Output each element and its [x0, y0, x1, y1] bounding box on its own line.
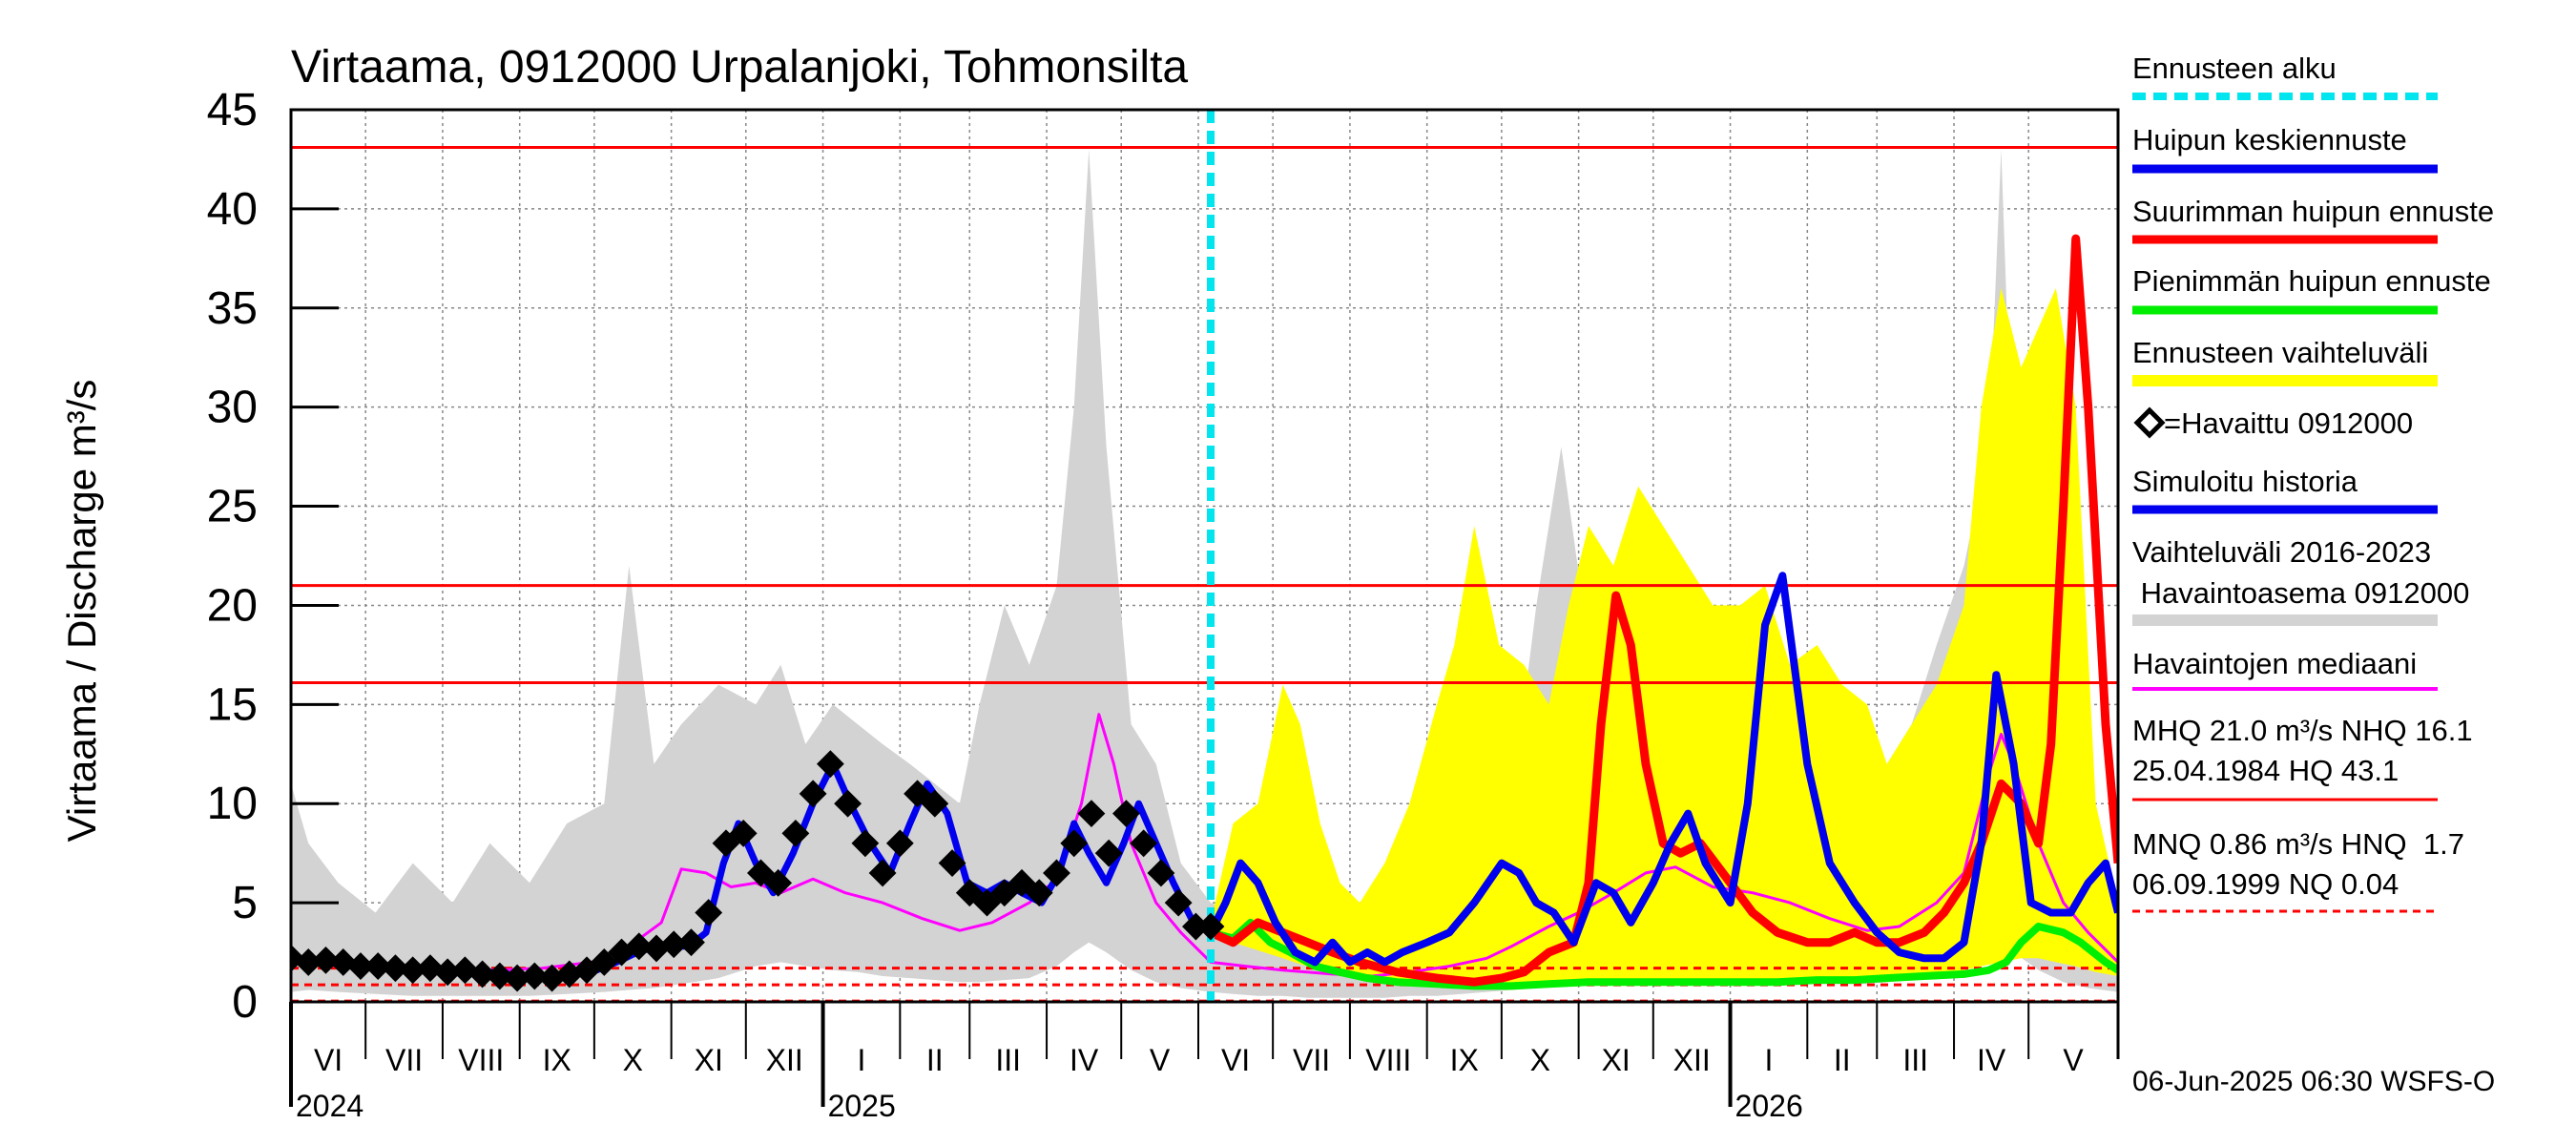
plot-frame	[289, 108, 2120, 1004]
observed-point	[990, 879, 1019, 907]
legend: Ennusteen alku Huipun keskiennuste Suuri…	[2132, 52, 2495, 1097]
stats-mnq-hnq: MNQ 0.86 m³/s HNQ 1.7	[2132, 827, 2464, 861]
month-label: III	[995, 1043, 1021, 1077]
y-tick-label: 0	[232, 977, 258, 1028]
month-label: III	[1902, 1043, 1928, 1077]
y-tick-label: 25	[207, 482, 258, 532]
month-label: I	[858, 1043, 866, 1077]
observed-point	[729, 819, 758, 847]
observed-point	[1147, 859, 1175, 887]
y-tick-label: 5	[232, 878, 258, 928]
month-label: IX	[1450, 1043, 1479, 1077]
month-label: II	[926, 1043, 944, 1077]
observed-point	[1164, 888, 1193, 917]
chart-title: Virtaama, 0912000 Urpalanjoki, Tohmonsil…	[291, 42, 1188, 93]
observed-point	[590, 948, 618, 976]
legend-label-peak-mean: Huipun keskiennuste	[2132, 123, 2407, 156]
observed-point	[1196, 912, 1225, 941]
observed-point	[868, 859, 897, 887]
observed-point	[799, 780, 827, 808]
y-tick-label: 40	[207, 184, 258, 235]
month-label: VI	[1221, 1043, 1250, 1077]
observed-point	[834, 789, 862, 818]
observed-point	[1043, 859, 1070, 887]
observed-point	[904, 780, 931, 808]
observed-point	[1077, 800, 1106, 828]
observed-point	[712, 829, 740, 858]
observed-point	[885, 829, 914, 858]
observed-point	[1060, 829, 1089, 858]
month-label: XI	[1602, 1043, 1631, 1077]
observed-point	[695, 899, 723, 926]
month-label: IV	[1070, 1043, 1099, 1077]
y-axis-label: Virtaama / Discharge m³/s	[59, 380, 104, 843]
observed-point	[764, 868, 793, 897]
legend-label-peak-min: Pienimmän huipun ennuste	[2132, 264, 2491, 298]
month-label: I	[1764, 1043, 1773, 1077]
legend-label-forecast-start: Ennusteen alku	[2132, 52, 2337, 85]
month-label: XI	[695, 1043, 723, 1077]
legend-label-simulated: Simuloitu historia	[2132, 465, 2358, 498]
month-label: VII	[1293, 1043, 1330, 1077]
month-label: VII	[385, 1043, 423, 1077]
year-label: 2024	[296, 1089, 364, 1123]
legend-label-peak-max: Suurimman huipun ennuste	[2132, 195, 2494, 228]
observed-point	[816, 750, 844, 779]
month-label: VIII	[458, 1043, 504, 1077]
observed-point	[973, 888, 1001, 917]
month-label: X	[623, 1043, 643, 1077]
series-lines	[291, 110, 2118, 1002]
legend-label-history-range: Vaihteluväli 2016-2023	[2132, 535, 2431, 569]
y-tick-label: 35	[207, 283, 258, 334]
y-tick-label: 10	[207, 779, 258, 829]
month-label: V	[2063, 1043, 2084, 1077]
observed-point	[938, 849, 966, 877]
y-tick-label: 45	[207, 85, 258, 135]
month-label: IX	[543, 1043, 571, 1077]
observed-point	[1025, 879, 1053, 907]
legend-label-median: Havaintojen mediaani	[2132, 647, 2417, 680]
month-label: XII	[1673, 1043, 1711, 1077]
month-label: XII	[766, 1043, 803, 1077]
peak-min-forecast-line	[1209, 918, 2118, 990]
stats-nq-date: 06.09.1999 NQ 0.04	[2132, 867, 2399, 901]
observed-point	[851, 829, 880, 858]
y-tick-label: 20	[207, 580, 258, 631]
observed-point	[1008, 868, 1036, 897]
month-label: VIII	[1365, 1043, 1411, 1077]
y-tick-label: 30	[207, 383, 258, 433]
observed-point	[677, 928, 705, 957]
legend-label-observed: =Havaittu 0912000	[2164, 406, 2413, 440]
legend-label-history-station: Havaintoasema 0912000	[2132, 576, 2469, 610]
forecast-range-band	[1211, 288, 2118, 985]
footer-timestamp: 06-Jun-2025 06:30 WSFS-O	[2132, 1066, 2495, 1097]
year-label: 2025	[828, 1089, 896, 1123]
observed-point	[747, 859, 775, 887]
year-label: 2026	[1735, 1089, 1803, 1123]
month-label: IV	[1977, 1043, 2006, 1077]
observed-point	[955, 879, 984, 907]
y-tick-label: 15	[207, 679, 258, 730]
month-label: V	[1150, 1043, 1171, 1077]
observed-point	[1094, 839, 1123, 867]
month-label: X	[1530, 1043, 1550, 1077]
peak-mean-forecast-line	[1207, 572, 2118, 967]
range-bands	[291, 149, 2118, 998]
observed-point	[921, 789, 949, 818]
observed-point	[781, 819, 810, 847]
stats-mhq-nhq: MHQ 21.0 m³/s NHQ 16.1	[2132, 714, 2473, 747]
observed-point	[1112, 800, 1140, 828]
month-label: II	[1834, 1043, 1851, 1077]
stats-hq-date: 25.04.1984 HQ 43.1	[2132, 754, 2399, 787]
month-label: VI	[314, 1043, 343, 1077]
legend-label-forecast-range: Ennusteen vaihteluväli	[2132, 336, 2428, 369]
observed-markers	[291, 750, 1225, 992]
legend-swatch-observed-marker	[2133, 406, 2166, 439]
observed-point	[1130, 829, 1158, 858]
